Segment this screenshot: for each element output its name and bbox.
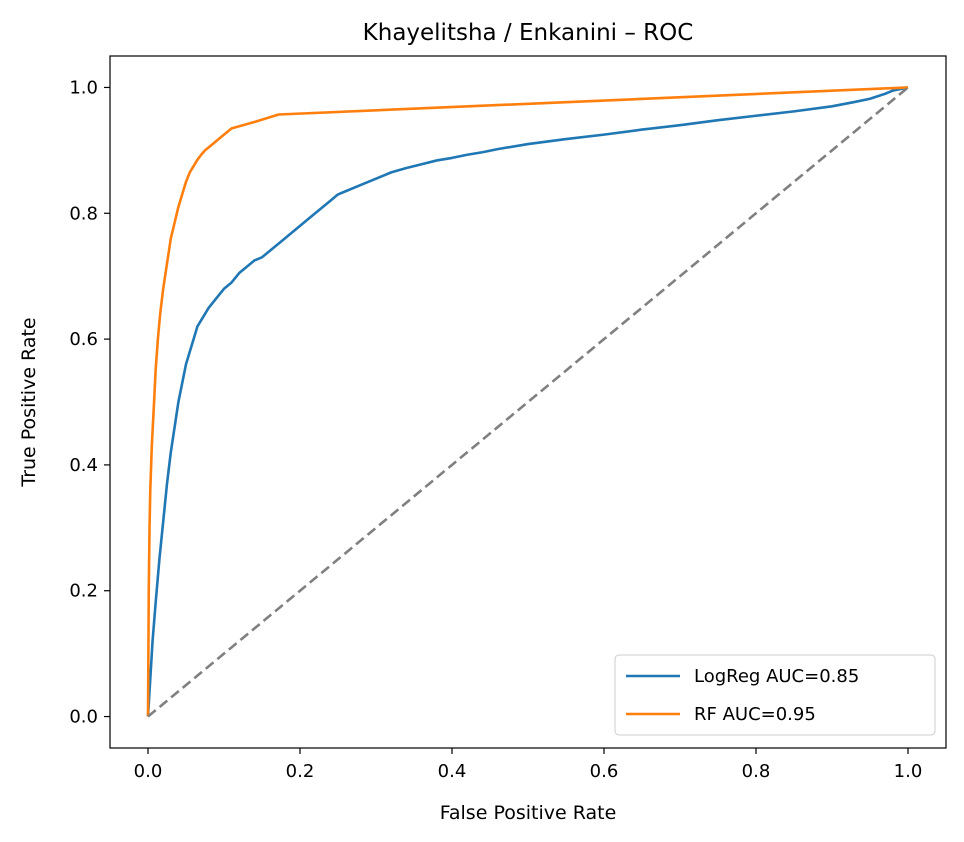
- chart-title: Khayelitsha / Enkanini – ROC: [363, 20, 694, 46]
- x-axis-title: False Positive Rate: [440, 802, 617, 824]
- y-tick-label: 0.6: [69, 329, 98, 350]
- series-line-1: [146, 86, 909, 717]
- x-tick-label: 0.8: [742, 761, 771, 782]
- legend-box: [614, 654, 936, 736]
- x-tick-label: 0.4: [438, 761, 467, 782]
- y-axis-title: True Positive Rate: [18, 317, 40, 487]
- x-tick-label: 0.0: [134, 761, 163, 782]
- y-tick-label: 0.8: [69, 203, 98, 224]
- series-line-0: [146, 86, 909, 717]
- series-layer: [146, 86, 909, 718]
- x-tick-label: 0.2: [286, 761, 315, 782]
- y-tick-label: 0.4: [69, 455, 98, 476]
- x-tick-label: 0.6: [590, 761, 619, 782]
- x-tick-label: 1.0: [894, 761, 923, 782]
- y-tick-label: 0.0: [69, 707, 98, 728]
- y-tick-label: 0.2: [69, 581, 98, 602]
- plot-frame: [109, 55, 947, 749]
- y-tick-label: 1.0: [69, 77, 98, 98]
- legend-label-0: LogReg AUC=0.85: [694, 666, 859, 687]
- legend-entries: LogReg AUC=0.85 RF AUC=0.95: [626, 666, 859, 725]
- ticks-layer: 0.0 0.2 0.4 0.6 0.8 1.0 0.0 0.2 0.4 0.6 0.8 1.0: [69, 77, 922, 782]
- legend-label-1: RF AUC=0.95: [694, 704, 816, 725]
- legend: LogReg AUC=0.85 RF AUC=0.95: [614, 654, 936, 736]
